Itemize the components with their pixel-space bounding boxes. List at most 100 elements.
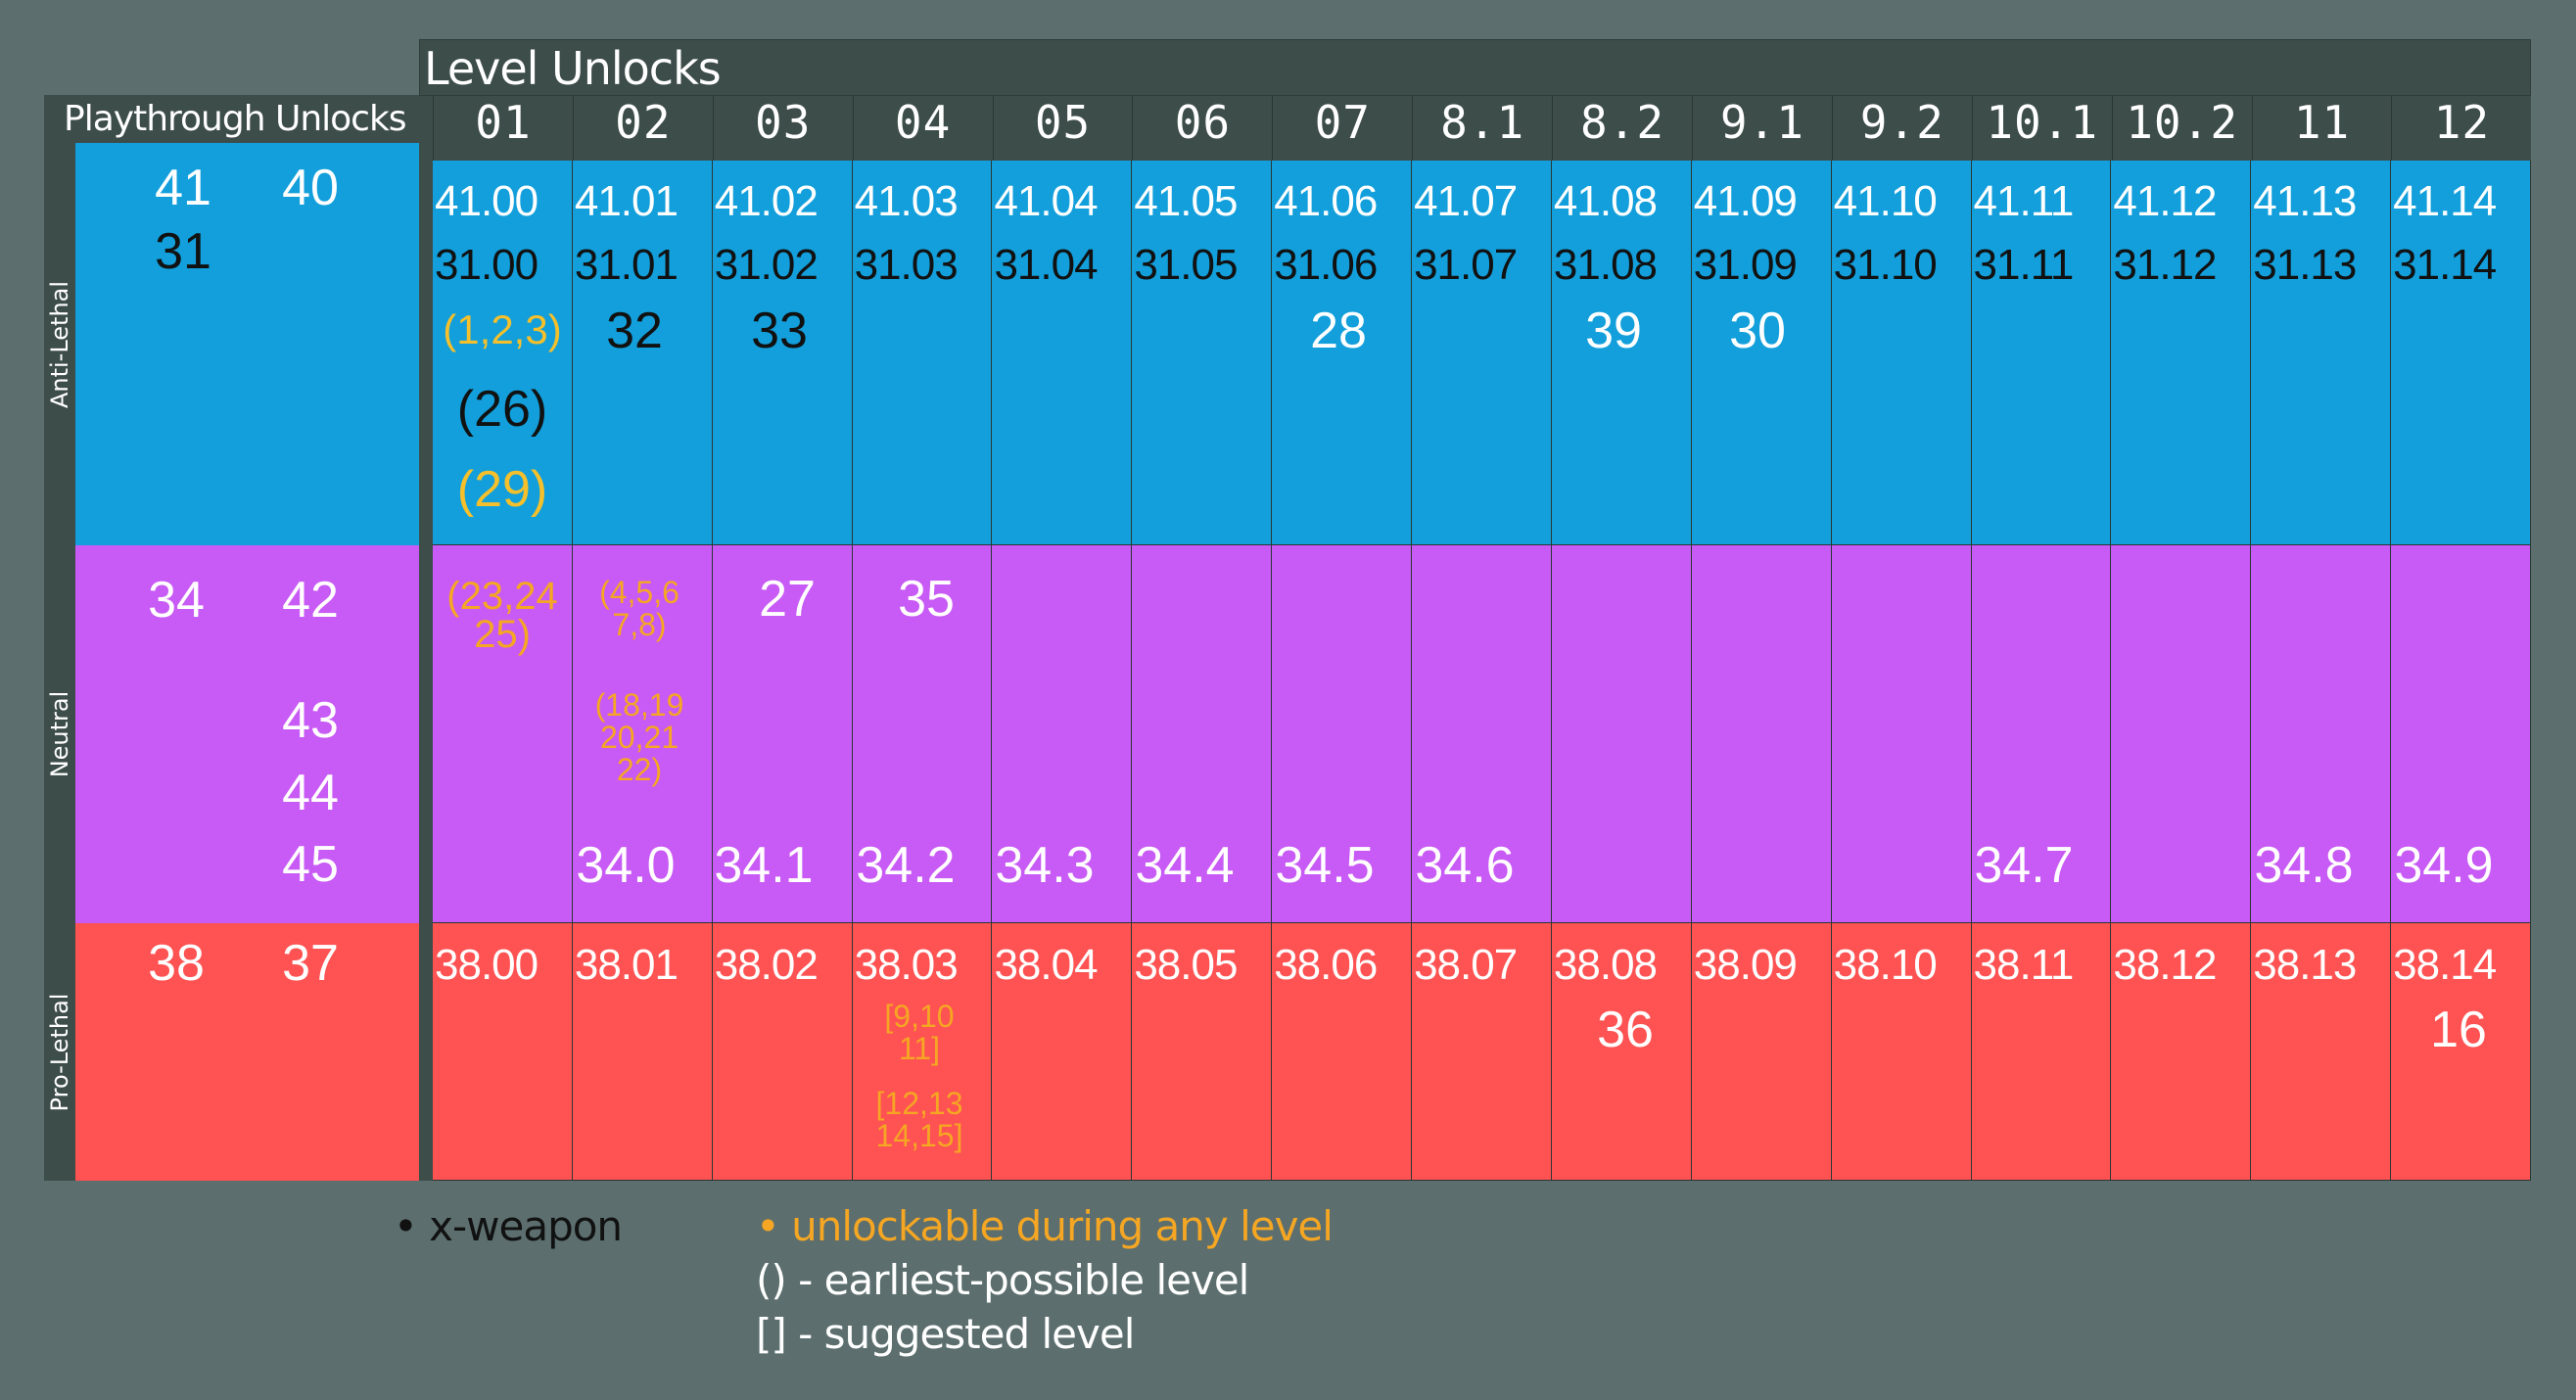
grid-cell [1412, 161, 1552, 545]
grid-cell [2391, 161, 2531, 545]
grid-cell [1132, 161, 1273, 545]
n34-11: 34.8 [2254, 837, 2354, 894]
anti-lethal-31-value: 31.11 [1973, 241, 2075, 289]
grid-cell [1691, 923, 1832, 1181]
anti-lethal-41-value: 41.04 [994, 177, 1098, 225]
grid-cell [433, 923, 573, 1181]
pro-lethal-row-header: Pro-Lethal [44, 923, 75, 1181]
level-column-headers: 01 02 03 04 05 06 07 8.1 8.2 9.1 9.2 10.… [419, 96, 2531, 161]
anti-lethal-41-value: 41.03 [854, 177, 959, 225]
grid-cell [572, 923, 713, 1181]
grid-cell [852, 545, 993, 923]
pl-04-a2: 11] [898, 1031, 941, 1066]
column-header: 11 [2251, 96, 2392, 161]
grid-cell [1551, 161, 1692, 545]
n-02-b1: (18,19 [594, 687, 684, 723]
anti-lethal-row-header: Anti-Lethal [44, 143, 75, 545]
al-03: 33 [751, 303, 808, 359]
n-02-b3: 22) [616, 752, 663, 787]
grid-cell [2111, 545, 2252, 923]
al-02: 32 [606, 303, 663, 359]
grid-cell [1831, 923, 1972, 1181]
anti-lethal-41-value: 41.06 [1274, 177, 1378, 225]
grid-cell [1691, 545, 1832, 923]
anti-lethal-41-value: 41.07 [1414, 177, 1518, 225]
column-header: 9.1 [1692, 96, 1832, 161]
grid-cell [992, 545, 1133, 923]
n34-07: 34.5 [1275, 837, 1375, 894]
level-unlocks-header: Level Unlocks [419, 39, 2531, 96]
n34-81: 34.6 [1415, 837, 1515, 894]
n34-03: 34.1 [714, 837, 814, 894]
anti-lethal-band [433, 161, 2531, 545]
anti-lethal-41-value: 41.08 [1553, 177, 1658, 225]
al-01-b: (26) [456, 381, 548, 438]
grid-cell [433, 545, 573, 923]
anti-lethal-31-value: 31.12 [2113, 241, 2217, 289]
pro-lethal-38-value: 38.14 [2393, 941, 2497, 989]
pt-item: 44 [282, 765, 339, 821]
n-02-b2: 20,21 [599, 720, 679, 755]
grid-cell [1412, 545, 1552, 923]
grid-cell [1831, 161, 1972, 545]
anti-lethal-41-value: 41.13 [2253, 177, 2357, 225]
al-82: 39 [1585, 303, 1642, 359]
level-unlocks-grid: 41.00 41.01 41.02 41.03 41.04 41.05 41.06 41.07… [433, 161, 2531, 1181]
column-header: 8.2 [1552, 96, 1692, 161]
n-03: 27 [759, 571, 816, 628]
grid-cell [1412, 923, 1552, 1181]
anti-lethal-41-value: 41.09 [1693, 177, 1798, 225]
grid-cell [2111, 161, 2252, 545]
column-header: 10.1 [1971, 96, 2112, 161]
legend-x-weapon: • x-weapon [394, 1202, 623, 1250]
pro-lethal-38-value: 38.04 [994, 941, 1098, 989]
anti-lethal-31-value: 31.04 [994, 241, 1098, 289]
anti-lethal-31-value: 31.06 [1274, 241, 1378, 289]
al-01-c: (29) [456, 461, 548, 518]
grid-cell [852, 161, 993, 545]
grid-cell [2391, 545, 2531, 923]
pro-lethal-38-value: 38.01 [574, 941, 679, 989]
neutral-band [433, 545, 2531, 923]
column-header: 01 [433, 96, 573, 161]
pro-lethal-38-value: 38.07 [1414, 941, 1518, 989]
grid-cell [1132, 923, 1273, 1181]
anti-lethal-31-value: 31.00 [435, 241, 539, 289]
pro-lethal-38-value: 38.12 [2113, 941, 2217, 989]
grid-cell [1272, 545, 1413, 923]
n34-02: 34.0 [576, 837, 676, 894]
grid-cell [712, 161, 853, 545]
anti-lethal-31-value: 31.14 [2393, 241, 2497, 289]
n34-101: 34.7 [1974, 837, 2074, 894]
anti-lethal-41-value: 41.00 [435, 177, 539, 225]
grid-cell [433, 161, 573, 545]
column-header: 07 [1272, 96, 1412, 161]
anti-lethal-31-value: 31.05 [1134, 241, 1238, 289]
n-02-a1: (4,5,6 [599, 575, 679, 610]
grid-cell [1971, 545, 2112, 923]
pro-lethal-38-value: 38.13 [2253, 941, 2357, 989]
al-91: 30 [1729, 303, 1786, 359]
pl-12: 16 [2430, 1002, 2487, 1058]
anti-lethal-31-value: 31.07 [1414, 241, 1518, 289]
anti-lethal-31-value: 31.02 [714, 241, 819, 289]
pt-item: 40 [282, 160, 339, 216]
neutral-row-header: Neutral [44, 545, 75, 923]
column-header: 04 [852, 96, 993, 161]
grid-cell [1132, 545, 1273, 923]
n-01-b: 25) [474, 613, 531, 656]
grid-cell [2251, 161, 2392, 545]
pro-lethal-38-value: 38.11 [1973, 941, 2075, 989]
pt-item: 31 [155, 223, 211, 280]
pl-04-b2: 14,15] [875, 1118, 963, 1153]
grid-cell [1831, 545, 1972, 923]
anti-lethal-41-value: 41.12 [2113, 177, 2217, 225]
al-01-a: (1,2,3) [443, 306, 562, 352]
pro-lethal-label: Pro-Lethal [46, 993, 73, 1111]
column-header: 05 [992, 96, 1133, 161]
column-header: 9.2 [1831, 96, 1972, 161]
grid-cell [1691, 161, 1832, 545]
pro-lethal-38-value: 38.06 [1274, 941, 1378, 989]
column-header: 12 [2391, 96, 2531, 161]
pro-lethal-38-value: 38.09 [1693, 941, 1798, 989]
